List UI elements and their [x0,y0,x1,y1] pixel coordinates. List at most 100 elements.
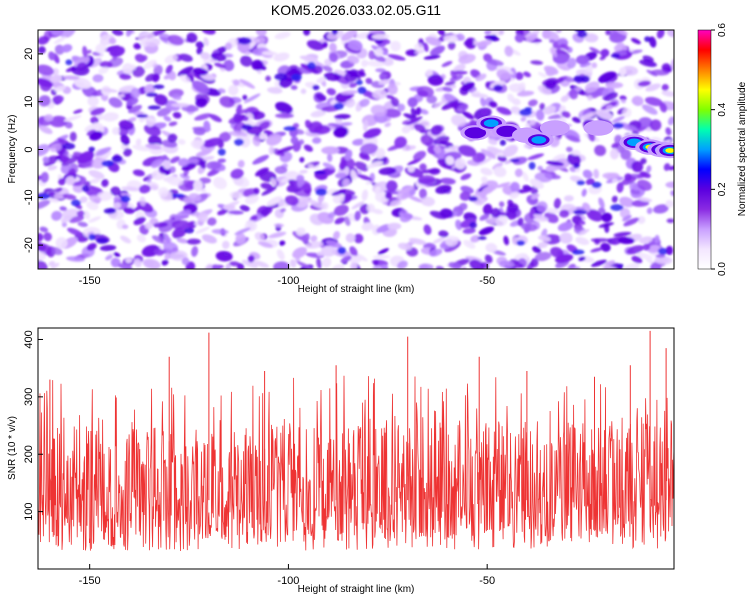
spectrogram-texture-blob [334,217,345,225]
spectrogram-texture-blob [582,169,593,179]
spectrogram-texture-blob [252,260,270,268]
spectrogram-texture-blob [143,59,157,69]
spectrogram-texture-blob [475,73,487,82]
spectrogram-texture-blob [655,254,666,258]
spectrogram-texture-blob [255,30,267,37]
spectrogram-texture-blob [280,177,291,183]
spectrogram-texture-blob [211,228,229,235]
spectrogram-texture-blob [44,114,54,122]
spectrogram-texture-blob [125,257,133,264]
spectrogram-texture-blob [168,121,178,127]
spectrogram-texture-blob [266,133,282,146]
spectrogram-texture-blob [126,30,133,37]
spectrogram-texture-blob [276,146,294,154]
spectrogram-texture-blob [122,224,129,230]
spectrogram-texture-blob [219,131,231,142]
spectrogram-texture-blob [372,208,383,215]
spectrogram-texture-blob [307,163,314,169]
spectrogram-texture-blob [274,73,288,81]
spectrogram-texture-blob [642,243,651,251]
spectrogram-texture-blob [172,111,182,119]
spectrogram-texture-blob [300,88,307,95]
spectrogram-texture-blob [564,195,574,202]
spectrogram-texture-blob [83,210,91,220]
spectrogram-texture-blob [472,152,486,163]
colorbar-tick-label: 0.4 [717,102,728,116]
spectrogram-texture-blob [162,154,168,160]
spectrogram-texture-blob [531,193,540,200]
spectrogram-texture-blob [496,106,512,116]
spectrogram-texture-blob [363,128,382,139]
spectrogram-texture-blob [71,199,81,207]
spectrogram-texture-blob [451,114,467,127]
spectrogram-texture-blob [387,54,406,61]
spectrogram-texture-blob [381,264,389,269]
spectrogram-texture-blob [153,222,168,228]
spectrogram-texture-blob [86,242,97,251]
spectrogram-texture-blob [364,154,371,161]
spectrogram-texture-blob [237,160,245,168]
spectrogram-texture-blob [290,136,299,145]
spectrogram-texture-blob [617,263,624,268]
spectrogram-texture-blob [61,44,73,53]
snr-y-axis: 100 200 300 400 [23,330,43,521]
spectrogram-texture-blob [63,115,82,122]
spectrogram-texture-blob [626,245,644,255]
spectrogram-texture-blob [439,208,454,219]
spectrogram-texture-blob [610,204,624,211]
spectrogram-texture-blob [585,65,593,74]
spectrogram-texture-blob [370,104,388,117]
spectrogram-texture-blob [196,47,203,55]
spectrogram-texture-blob [469,221,477,229]
spectrogram-texture-blob [631,255,643,264]
spectrogram-texture-blob [503,235,510,246]
spectrogram-texture-blob [268,145,275,155]
spectrogram-texture-blob [55,237,68,249]
spectrogram-texture-blob [273,223,285,228]
spectrogram-texture-blob [420,134,434,146]
spectrogram-texture-blob [292,247,307,259]
spectrogram-texture-blob [247,255,255,263]
spectrogram-texture-blob [147,105,161,110]
spectrogram-texture-blob [307,61,316,70]
spectrogram-texture-blob [58,178,66,186]
spectrogram-texture-blob [598,207,606,214]
spectrogram-texture-blob [184,227,195,234]
spectrogram-texture-blob [223,59,235,72]
spectrogram-texture-blob [372,89,387,100]
spectrogram-texture-blob [478,226,495,236]
spectrogram-texture-blob [571,116,582,124]
spectrogram-texture-blob [326,153,333,162]
spectrogram-texture-blob [604,223,610,233]
spectrogram-texture-blob [506,209,517,220]
spectrogram-texture-blob [38,199,51,210]
spectrogram-texture-blob [81,185,90,193]
spectrogram-texture-blob [394,136,407,149]
spectrogram-texture-blob [462,111,475,120]
spectrogram-texture-blob [440,177,456,185]
spectrogram-texture-blob [593,168,600,179]
spectrogram-texture-blob [66,256,85,262]
spectrogram-texture-blob [623,217,640,227]
spectrogram-texture-blob [425,69,433,77]
spectrogram-texture-blob [164,54,178,64]
spectrogram-texture-blob [113,196,120,202]
spectrogram-texture-blob [273,261,290,269]
spectrogram-texture-blob [347,55,360,64]
spectrogram-texture-blob [637,216,646,224]
spectrogram-texture-blob [82,45,88,58]
spectrogram-texture-blob [232,79,240,86]
spectrogram-texture-blob [584,33,599,43]
spectrogram-texture-blob [539,103,546,111]
spectrogram-texture-blob [306,40,325,51]
spectrogram-texture-blob [296,227,306,236]
spectrogram-texture-blob [339,159,347,171]
spectrogram-texture-blob [532,246,542,254]
spectrogram-texture-blob [38,125,53,135]
spectrogram-texture-blob [640,157,647,165]
spectrogram-texture-blob [333,126,349,138]
spectrogram-texture-blob [229,261,240,267]
y-tick-label: -20 [23,237,35,253]
spectrogram-texture-blob [572,249,585,255]
spectrogram-texture-blob [560,43,570,50]
